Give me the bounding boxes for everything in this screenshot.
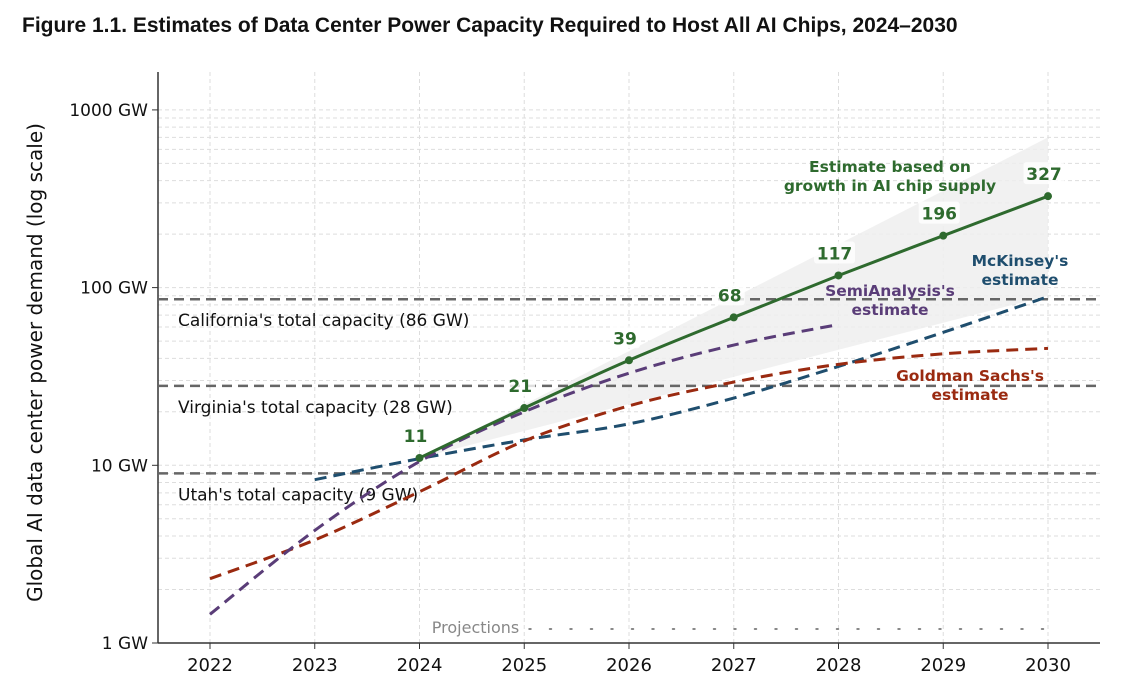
data-point <box>520 404 529 413</box>
series-annotation: estimate <box>852 301 929 319</box>
data-label-background <box>610 326 640 349</box>
data-point <box>729 313 738 322</box>
data-label: 327 <box>1026 165 1062 185</box>
x-tick-label: 2024 <box>397 655 443 676</box>
x-tick-label: 2025 <box>501 655 547 676</box>
reference-line-label: California's total capacity (86 GW) <box>178 311 469 331</box>
y-axis-label: Global AI data center power demand (log … <box>23 123 47 602</box>
data-point <box>1044 192 1052 201</box>
x-tick-label: 2022 <box>187 655 233 676</box>
series-annotation: SemiAnalysis's <box>825 282 955 300</box>
data-label-background <box>814 241 855 264</box>
series-annotation: growth in AI chip supply <box>784 177 996 195</box>
data-point <box>625 356 633 365</box>
data-label: 39 <box>613 329 637 349</box>
series-annotation: McKinsey's <box>972 252 1069 270</box>
reference-line-label: Utah's total capacity (9 GW) <box>178 485 418 505</box>
data-label: 11 <box>404 427 428 447</box>
series-annotation: Goldman Sachs's <box>896 367 1044 385</box>
y-tick-label: 1 GW <box>102 634 148 654</box>
data-label-background <box>1023 162 1065 185</box>
x-tick-label: 2028 <box>816 655 862 676</box>
y-tick-label: 10 GW <box>91 456 148 476</box>
x-tick-label: 2029 <box>920 655 966 676</box>
projections-label: Projections <box>432 618 519 637</box>
y-tick-label: 1000 GW <box>69 101 148 121</box>
series-annotation: Estimate based on <box>809 158 971 176</box>
data-label-background <box>714 283 745 306</box>
data-label: 21 <box>508 377 532 397</box>
data-label: 196 <box>922 205 958 225</box>
y-tick-label: 100 GW <box>80 279 148 299</box>
data-point <box>939 231 948 240</box>
x-tick-label: 2030 <box>1025 655 1071 676</box>
data-label-background <box>505 374 536 397</box>
figure-title: Figure 1.1. Estimates of Data Center Pow… <box>22 14 958 37</box>
series-line-goldman-sachs <box>209 346 1049 581</box>
x-tick-label: 2027 <box>711 655 757 676</box>
data-point <box>834 271 843 280</box>
data-label-background <box>400 423 431 446</box>
series-annotation: estimate <box>932 386 1009 404</box>
series-annotation: estimate <box>982 271 1059 289</box>
series-line-semianalysis <box>209 323 839 616</box>
reference-line-label: Virginia's total capacity (28 GW) <box>178 398 453 418</box>
data-label-background <box>918 201 960 224</box>
x-tick-label: 2026 <box>606 655 652 676</box>
data-label: 117 <box>817 244 853 264</box>
x-tick-label: 2023 <box>292 655 338 676</box>
data-label: 68 <box>718 286 742 306</box>
data-point <box>415 453 424 462</box>
